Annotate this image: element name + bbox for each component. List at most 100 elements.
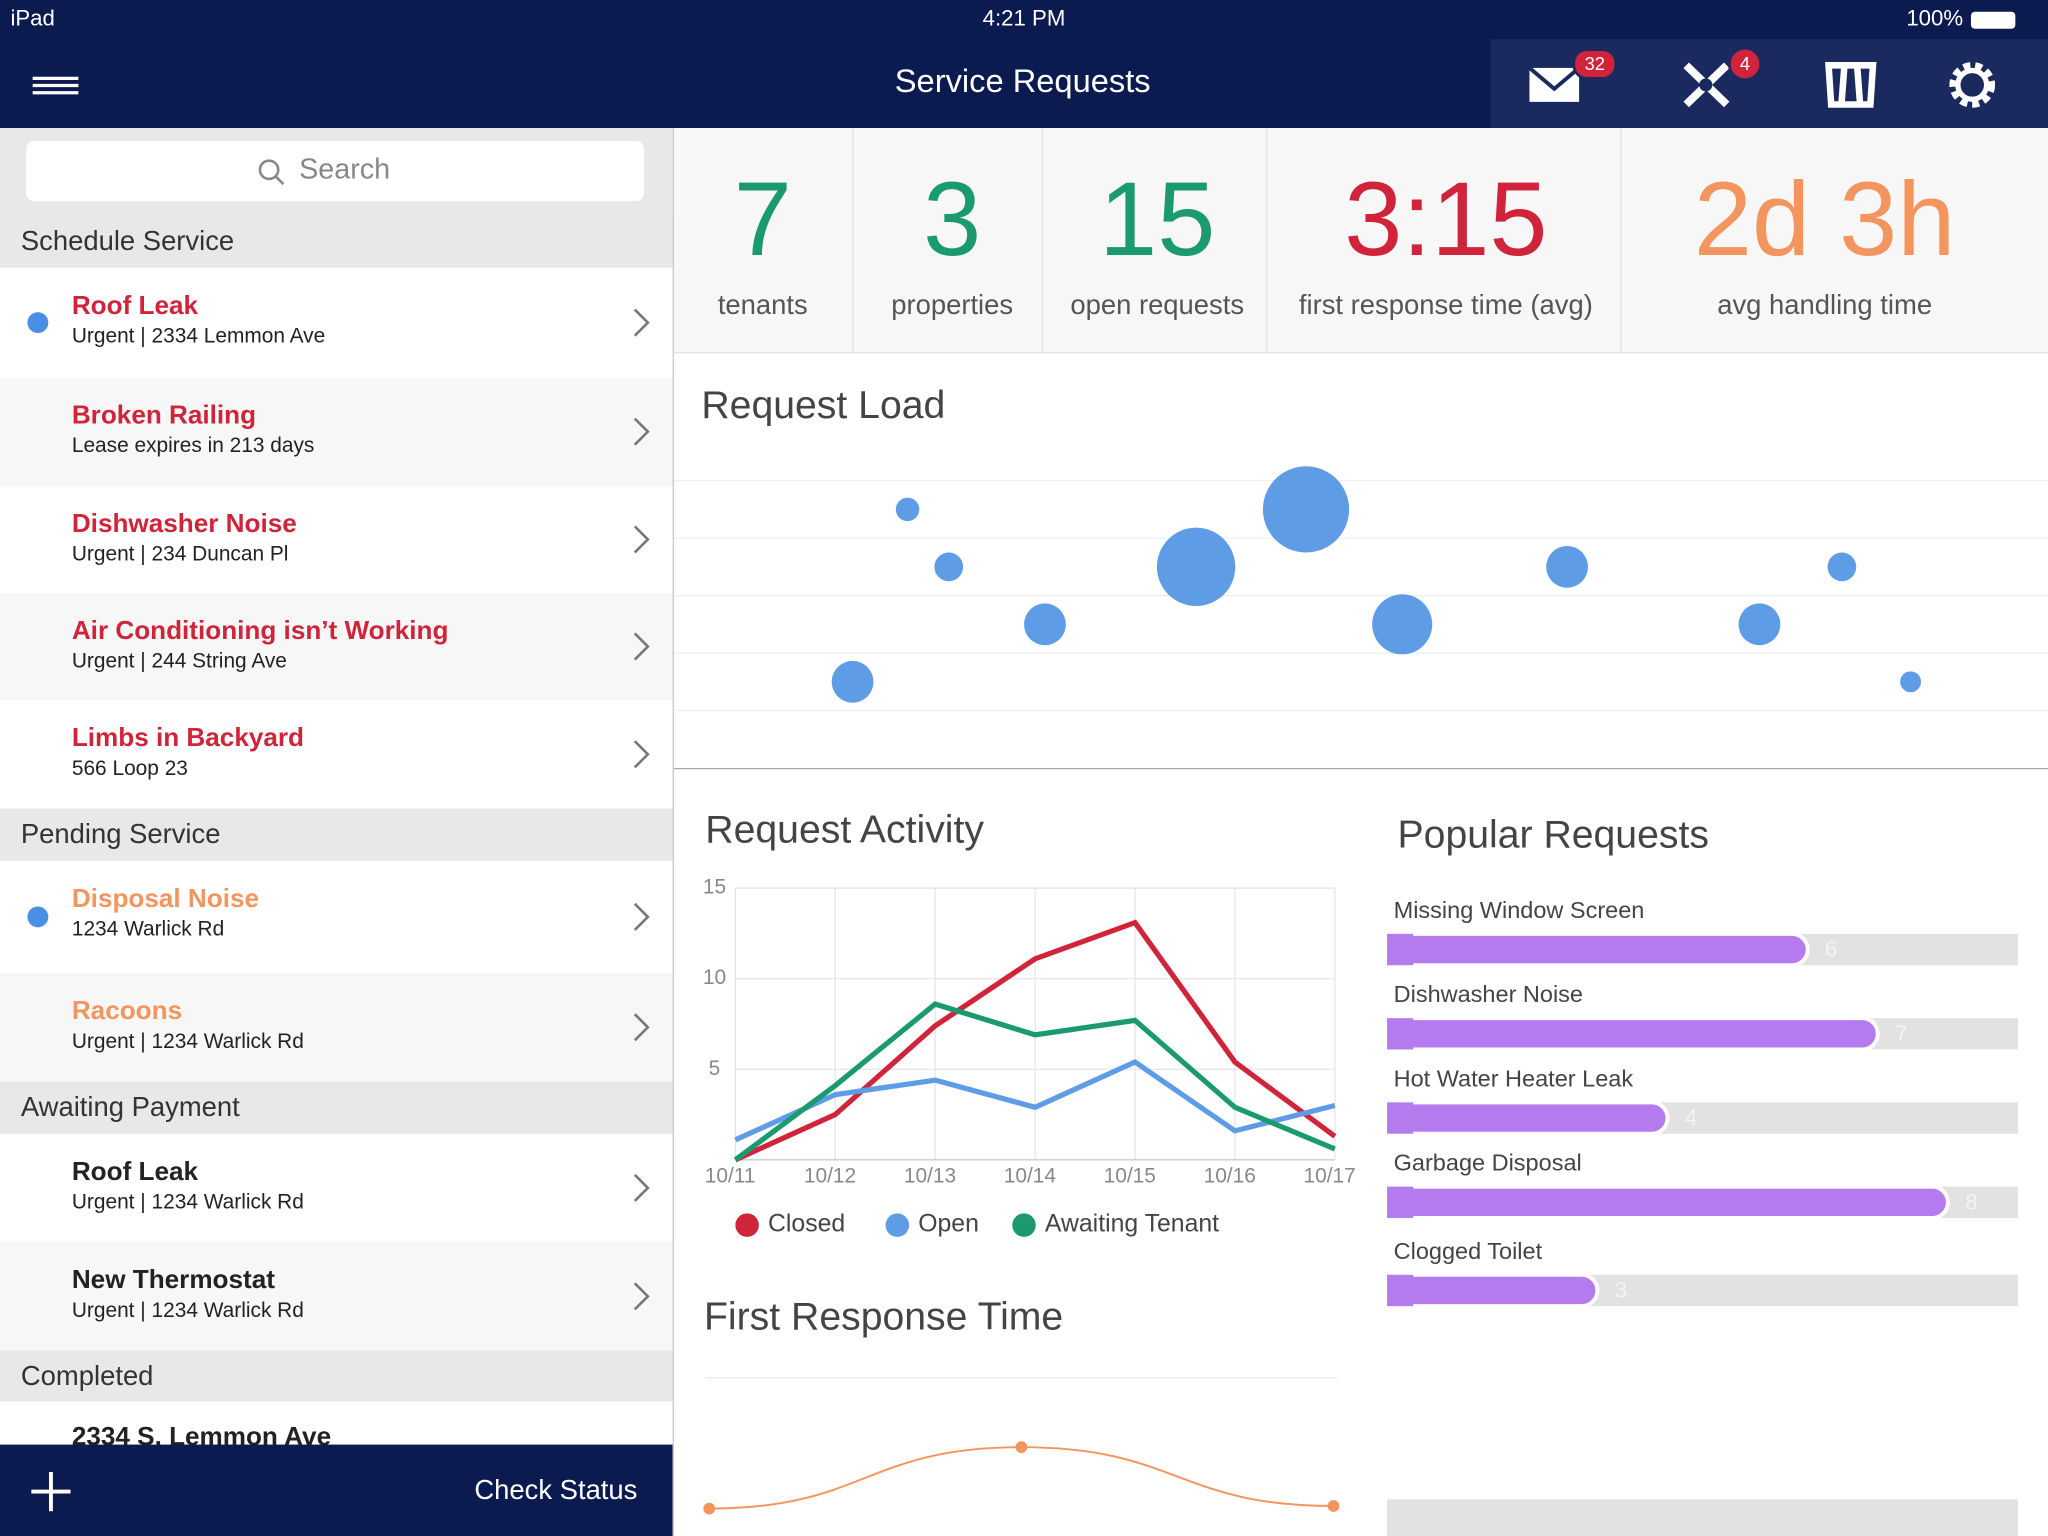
bubble: [1738, 603, 1781, 646]
check-status-button[interactable]: Check Status: [474, 1474, 637, 1505]
row-subtitle: 566 Loop 23: [72, 757, 188, 780]
value-label: 3: [1615, 1278, 1627, 1303]
y-tick-label: 15: [703, 876, 726, 899]
legend-label: Open: [918, 1211, 979, 1238]
bar: [1385, 931, 1810, 968]
bar-label: Clogged Toilet: [1394, 1238, 1543, 1264]
stat-label: avg handling time: [1717, 289, 1932, 320]
list-row[interactable]: [0, 973, 673, 1082]
list-row[interactable]: [0, 1242, 673, 1351]
series-line: [734, 1059, 1336, 1143]
search-placeholder: Search: [299, 154, 390, 186]
bar: [1387, 1102, 1414, 1134]
chart-title: Request Load: [701, 384, 945, 427]
point: [703, 1502, 716, 1515]
search-field[interactable]: [26, 141, 644, 202]
bar-track: [1387, 1499, 2018, 1536]
chevron: [633, 902, 650, 931]
row-subtitle: Lease expires in 213 days: [72, 434, 315, 457]
series-line: [709, 1446, 1334, 1510]
add-button[interactable]: [31, 1471, 71, 1512]
list-row[interactable]: [0, 377, 673, 486]
stats-dividers: [673, 127, 2048, 354]
unread-dot: [27, 312, 49, 334]
stat-value: 7: [734, 161, 792, 278]
bar: [1387, 1018, 1414, 1050]
bubble: [895, 497, 920, 522]
value-label: 4: [1685, 1105, 1697, 1130]
row-title: Roof Leak: [72, 290, 199, 320]
x-tick-label: 10/17: [1304, 1164, 1356, 1187]
bar-label: Hot Water Heater Leak: [1394, 1065, 1634, 1091]
tools-button[interactable]: 4: [1683, 47, 1762, 108]
series-line: [734, 919, 1337, 1163]
row-title: Dishwasher Noise: [72, 508, 297, 538]
x-tick-label: 10/14: [1004, 1164, 1056, 1187]
bar: [1385, 1100, 1670, 1136]
store-button[interactable]: [1825, 62, 1877, 108]
row-title: Broken Railing: [72, 400, 256, 430]
bar: [1387, 1186, 1414, 1218]
stat-label: open requests: [1070, 289, 1244, 320]
request-list: Schedule Service Roof Leak Urgent | 2334 L…: [0, 215, 673, 1451]
chevron: [633, 308, 650, 337]
bubble: [831, 660, 874, 703]
list-row[interactable]: [0, 267, 673, 378]
chevron: [633, 632, 650, 661]
chevron: [633, 417, 650, 446]
x-tick-label: 10/16: [1204, 1164, 1256, 1187]
bar-label: Dishwasher Noise: [1394, 981, 1583, 1007]
stat-value: 3: [923, 161, 981, 278]
list-row[interactable]: [0, 1401, 673, 1445]
value-label: 8: [1965, 1189, 1977, 1214]
x-tick-label: 10/12: [804, 1164, 856, 1187]
legend-label: Closed: [768, 1211, 845, 1238]
stat-value: 3:15: [1344, 161, 1547, 278]
search-icon: [258, 159, 280, 181]
list-row[interactable]: [0, 860, 673, 974]
charts: Request Load Request Activity 5 10 15 10/11 10…: [701, 384, 2018, 1515]
menu-button[interactable]: [32, 76, 79, 95]
chevron: [633, 740, 650, 769]
legend-swatch: [735, 1213, 759, 1237]
list-row[interactable]: [0, 592, 673, 701]
value-label: 6: [1825, 937, 1837, 962]
legend-swatch: [1012, 1213, 1036, 1237]
search-icon: [274, 175, 285, 186]
bubble: [1900, 671, 1922, 693]
chart-title: Popular Requests: [1398, 814, 1709, 857]
chevron: [633, 525, 650, 554]
point: [1015, 1441, 1028, 1454]
list-row[interactable]: [0, 700, 673, 809]
page-title: Service Requests: [895, 62, 1151, 99]
bar-label: Garbage Disposal: [1394, 1150, 1582, 1176]
badge: 4: [1740, 53, 1750, 74]
section-header: [0, 1350, 673, 1402]
bar: [1385, 1272, 1600, 1309]
stat-label: tenants: [718, 289, 808, 320]
battery-icon: [1970, 11, 2016, 29]
list-row[interactable]: [0, 1133, 673, 1243]
chevron: [633, 1013, 650, 1042]
row-subtitle: Urgent | 244 String Ave: [72, 650, 287, 673]
section-title: Awaiting Payment: [21, 1091, 240, 1122]
series-line: [733, 1001, 1336, 1162]
settings-button[interactable]: [1949, 62, 1996, 108]
chart-title: Request Activity: [705, 808, 984, 851]
row-title: Racoons: [72, 995, 182, 1025]
bubble: [934, 552, 964, 582]
legend-label: Awaiting Tenant: [1045, 1211, 1219, 1238]
chart-title: First Response Time: [704, 1296, 1063, 1339]
battery-label: 100%: [1906, 5, 1963, 30]
list-row[interactable]: [0, 485, 673, 593]
bar: [1385, 1016, 1880, 1052]
row-subtitle: 1234 Warlick Rd: [72, 917, 224, 940]
mail-button[interactable]: 32: [1528, 48, 1617, 102]
section-title: Completed: [21, 1360, 154, 1391]
footer-bar: [0, 1444, 673, 1536]
device-label: iPad: [10, 5, 54, 30]
y-tick-label: 5: [709, 1057, 721, 1080]
row-title: Disposal Noise: [72, 883, 259, 913]
bar: [1387, 933, 1414, 966]
